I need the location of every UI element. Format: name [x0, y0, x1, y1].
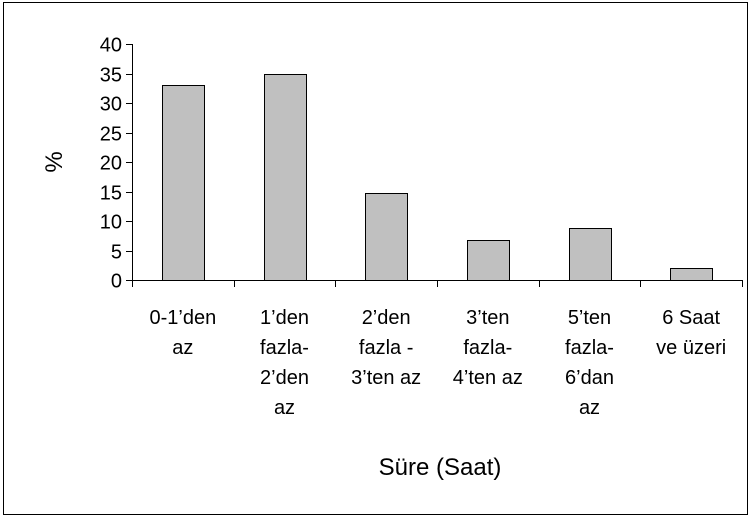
y-axis-ticks: 0 5 10 15 20 25 30 35 40: [100, 35, 132, 293]
x-category-label-line: 3’ten: [466, 307, 509, 329]
x-category-label-line: 5’ten: [568, 307, 611, 329]
x-category-label-line: fazla -: [359, 337, 413, 359]
bar: [162, 85, 205, 281]
y-tick-label: 10: [100, 212, 122, 234]
y-tick-label: 30: [100, 94, 122, 116]
bar: [467, 240, 510, 281]
x-category-label-line: fazla-: [260, 337, 309, 359]
x-category-label-line: az: [172, 337, 193, 359]
y-tick-label: 40: [100, 35, 122, 57]
x-axis-ticks: [132, 280, 743, 287]
x-category-label: 1’den fazla- 2’den az: [260, 307, 309, 419]
x-category-label: 0-1’den az: [149, 307, 216, 359]
x-category-label-line: 6’dan: [565, 367, 614, 389]
x-category-label-line: fazla-: [463, 337, 512, 359]
bar: [264, 74, 307, 281]
bar: [569, 228, 612, 281]
bar: [365, 193, 408, 281]
x-category-label-line: 1’den: [260, 307, 309, 329]
x-category-label-line: 2’den: [260, 367, 309, 389]
x-category-label-line: fazla-: [565, 337, 614, 359]
x-category-label-line: az: [274, 397, 295, 419]
x-category-label: 5’ten fazla- 6’dan az: [565, 307, 614, 419]
y-tick-label: 20: [100, 153, 122, 175]
x-axis-category-labels: 0-1’den az 1’den fazla- 2’den az 2’den fazla - 3…: [149, 307, 726, 419]
x-category-label-line: az: [579, 397, 600, 419]
x-axis-title: Süre (Saat): [379, 454, 502, 481]
y-tick-label: 5: [111, 242, 122, 264]
x-category-label-line: 2’den: [362, 307, 411, 329]
x-category-label: 2’den fazla - 3’ten az: [351, 307, 421, 389]
y-axis-title: %: [41, 151, 68, 172]
x-category-label-line: 3’ten az: [351, 367, 421, 389]
x-category-label-line: 6 Saat: [662, 307, 720, 329]
x-category-label-line: 0-1’den: [149, 307, 216, 329]
y-tick-label: 25: [100, 124, 122, 146]
x-category-label-line: 4’ten az: [453, 367, 523, 389]
x-category-label: 3’ten fazla- 4’ten az: [453, 307, 523, 389]
bars-group: [162, 74, 713, 281]
y-tick-label: 15: [100, 183, 122, 205]
y-tick-label: 35: [100, 65, 122, 87]
x-category-label-line: ve üzeri: [656, 337, 726, 359]
bar: [670, 268, 713, 281]
y-tick-label: 0: [111, 271, 122, 293]
x-category-label: 6 Saat ve üzeri: [656, 307, 726, 359]
